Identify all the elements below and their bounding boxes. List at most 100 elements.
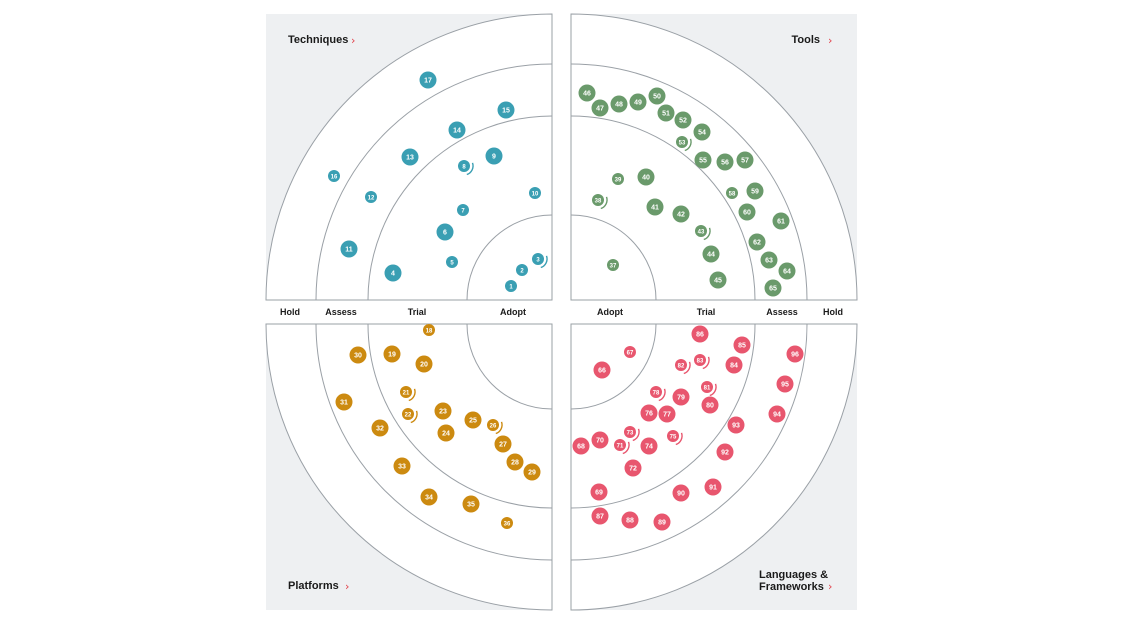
blip-83[interactable]: 83: [694, 354, 710, 370]
blip-47[interactable]: 47: [591, 99, 609, 117]
blip-16[interactable]: 16: [328, 170, 340, 182]
blip-87[interactable]: 87: [591, 507, 609, 525]
blip-55[interactable]: 55: [694, 151, 712, 169]
blip-35[interactable]: 35: [462, 495, 480, 513]
blip-71[interactable]: 71: [614, 439, 630, 455]
blip-65[interactable]: 65: [764, 279, 782, 297]
blip-33[interactable]: 33: [393, 457, 411, 475]
blip-53[interactable]: 53: [676, 136, 692, 152]
blip-96[interactable]: 96: [786, 345, 804, 363]
blip-80[interactable]: 80: [701, 396, 719, 414]
blip-32[interactable]: 32: [371, 419, 389, 437]
blip-56[interactable]: 56: [716, 153, 734, 171]
blip-63[interactable]: 63: [760, 251, 778, 269]
blip-34[interactable]: 34: [420, 488, 438, 506]
blip-88[interactable]: 88: [621, 511, 639, 529]
blip-10[interactable]: 10: [529, 187, 541, 199]
blip-40[interactable]: 40: [637, 168, 655, 186]
blip-5[interactable]: 5: [446, 256, 458, 268]
blip-25[interactable]: 25: [464, 411, 482, 429]
blip-13[interactable]: 13: [401, 148, 419, 166]
blip-62[interactable]: 62: [748, 233, 766, 251]
blip-70[interactable]: 70: [591, 431, 609, 449]
blip-36[interactable]: 36: [501, 517, 513, 529]
blip-72[interactable]: 72: [624, 459, 642, 477]
blip-51[interactable]: 51: [657, 104, 675, 122]
blip-59[interactable]: 59: [746, 182, 764, 200]
blip-86[interactable]: 86: [691, 325, 709, 343]
blip-93[interactable]: 93: [727, 416, 745, 434]
blip-92[interactable]: 92: [716, 443, 734, 461]
blip-6[interactable]: 6: [436, 223, 454, 241]
blip-73[interactable]: 73: [624, 426, 640, 442]
blip-77[interactable]: 77: [658, 405, 676, 423]
blip-91[interactable]: 91: [704, 478, 722, 496]
blip-41[interactable]: 41: [646, 198, 664, 216]
blip-42[interactable]: 42: [672, 205, 690, 223]
blip-50[interactable]: 50: [648, 87, 666, 105]
blip-82[interactable]: 82: [675, 359, 691, 375]
blip-28[interactable]: 28: [506, 453, 524, 471]
quadrant-link-techniques[interactable]: Techniques ›: [288, 34, 355, 47]
blip-49[interactable]: 49: [629, 93, 647, 111]
blip-9[interactable]: 9: [485, 147, 503, 165]
blip-39[interactable]: 39: [612, 173, 624, 185]
blip-1[interactable]: 1: [505, 280, 517, 292]
blip-21[interactable]: 21: [400, 386, 416, 402]
blip-29[interactable]: 29: [523, 463, 541, 481]
blip-2[interactable]: 2: [516, 264, 528, 276]
quadrant-link-tools[interactable]: Tools ›: [791, 34, 832, 47]
blip-90[interactable]: 90: [672, 484, 690, 502]
blip-31[interactable]: 31: [335, 393, 353, 411]
blip-66[interactable]: 66: [593, 361, 611, 379]
blip-24[interactable]: 24: [437, 424, 455, 442]
blip-52[interactable]: 52: [674, 111, 692, 129]
blip-12[interactable]: 12: [365, 191, 377, 203]
blip-37[interactable]: 37: [607, 259, 619, 271]
blip-22[interactable]: 22: [402, 408, 418, 424]
blip-89[interactable]: 89: [653, 513, 671, 531]
blip-75[interactable]: 75: [667, 430, 683, 446]
blip-11[interactable]: 11: [340, 240, 358, 258]
blip-58[interactable]: 58: [726, 187, 738, 199]
blip-20[interactable]: 20: [415, 355, 433, 373]
blip-45[interactable]: 45: [709, 271, 727, 289]
quadrant-link-languages[interactable]: Languages & Frameworks ›: [759, 569, 832, 593]
blip-48[interactable]: 48: [610, 95, 628, 113]
blip-67[interactable]: 67: [624, 346, 636, 358]
blip-26[interactable]: 26: [487, 419, 503, 435]
blip-14[interactable]: 14: [448, 121, 466, 139]
blip-94[interactable]: 94: [768, 405, 786, 423]
blip-54[interactable]: 54: [693, 123, 711, 141]
blip-19[interactable]: 19: [383, 345, 401, 363]
blip-4[interactable]: 4: [384, 264, 402, 282]
blip-57[interactable]: 57: [736, 151, 754, 169]
blip-43[interactable]: 43: [695, 225, 711, 241]
blip-30[interactable]: 30: [349, 346, 367, 364]
blip-15[interactable]: 15: [497, 101, 515, 119]
blip-78[interactable]: 78: [650, 386, 666, 402]
blip-44[interactable]: 44: [702, 245, 720, 263]
blip-3[interactable]: 3: [532, 253, 548, 269]
blip-27[interactable]: 27: [494, 435, 512, 453]
blip-85[interactable]: 85: [733, 336, 751, 354]
blip-95[interactable]: 95: [776, 375, 794, 393]
blip-76[interactable]: 76: [640, 404, 658, 422]
blip-8[interactable]: 8: [458, 160, 474, 176]
blip-81[interactable]: 81: [701, 381, 717, 397]
blip-17[interactable]: 17: [419, 71, 437, 89]
blip-46[interactable]: 46: [578, 84, 596, 102]
blip-7[interactable]: 7: [457, 204, 469, 216]
blip-68[interactable]: 68: [572, 437, 590, 455]
blip-84[interactable]: 84: [725, 356, 743, 374]
blip-79[interactable]: 79: [672, 388, 690, 406]
blip-74[interactable]: 74: [640, 437, 658, 455]
quadrant-link-platforms[interactable]: Platforms ›: [288, 580, 349, 593]
blip-60[interactable]: 60: [738, 203, 756, 221]
blip-69[interactable]: 69: [590, 483, 608, 501]
blip-23[interactable]: 23: [434, 402, 452, 420]
blip-64[interactable]: 64: [778, 262, 796, 280]
blip-38[interactable]: 38: [592, 194, 608, 210]
blip-61[interactable]: 61: [772, 212, 790, 230]
blip-18[interactable]: 18: [423, 324, 435, 336]
